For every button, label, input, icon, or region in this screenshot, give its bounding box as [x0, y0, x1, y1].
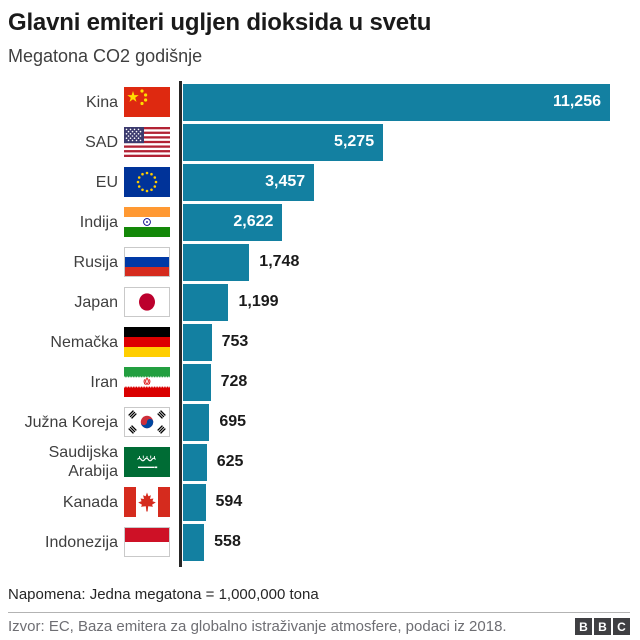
flag-india-icon — [124, 207, 170, 237]
bar-row-russia: Rusija 1,748 — [8, 242, 630, 282]
category-label: SAD — [85, 133, 118, 151]
flag-germany-icon — [124, 327, 170, 357]
flag-usa-icon — [124, 127, 170, 157]
category-label: Kina — [85, 93, 118, 111]
bar-row-india: Indija 2,622 — [8, 202, 630, 242]
y-axis-line — [179, 81, 182, 567]
category-label: Rusija — [73, 253, 118, 271]
value-label: 1,199 — [238, 293, 279, 310]
flag-china-icon — [124, 87, 170, 117]
bar: 594 — [183, 483, 242, 521]
value-label: 5,275 — [334, 133, 375, 150]
bar-chart: Kina 11,256 SAD 5,275 EU 3,457 Indija — [8, 81, 630, 567]
value-label: 558 — [214, 533, 241, 550]
value-label: 1,748 — [259, 253, 300, 270]
value-label: 695 — [219, 413, 247, 430]
bar-row-indonesia: Indonezija 558 — [8, 522, 630, 562]
bar: 1,199 — [183, 283, 279, 321]
bar-row-japan: Japan 1,199 — [8, 282, 630, 322]
chart-subtitle: Megatona CO2 godišnje — [8, 46, 203, 66]
bar: 728 — [183, 363, 247, 401]
value-label: 3,457 — [265, 173, 306, 190]
chart-note: Napomena: Jedna megatona = 1,000,000 ton… — [8, 586, 319, 603]
value-label: 728 — [220, 373, 248, 390]
category-label: Japan — [74, 293, 118, 311]
bar-row-iran: Iran 728 — [8, 362, 630, 402]
bar: 625 — [183, 443, 243, 481]
bbc-logo-letter: B — [594, 618, 611, 635]
bar: 558 — [183, 523, 241, 561]
bbc-logo-letter: B — [575, 618, 592, 635]
bbc-logo-letter: C — [613, 618, 630, 635]
value-label: 11,256 — [552, 93, 601, 110]
value-label: 594 — [215, 493, 243, 510]
bar: 2,622 — [183, 203, 283, 241]
bar-row-canada: Kanada 594 — [8, 482, 630, 522]
bar-row-saudi-arabia: Saudijska Arabija 625 — [8, 442, 630, 482]
page-title: Glavni emiteri ugljen dioksida u svetu — [8, 9, 432, 36]
flag-saudi-arabia-icon — [124, 447, 170, 477]
flag-south-korea-icon — [124, 407, 170, 437]
bar: 5,275 — [183, 123, 384, 161]
category-label: Saudijska Arabija — [48, 444, 118, 480]
bar: 695 — [183, 403, 246, 441]
footer: Izvor: EC, Baza emitera za globalno istr… — [8, 617, 630, 636]
bar: 3,457 — [183, 163, 315, 201]
category-label: Indija — [79, 213, 118, 231]
footer-divider — [8, 612, 630, 613]
bar: 1,748 — [183, 243, 299, 281]
bar: 11,256 — [183, 83, 610, 121]
bar-row-eu: EU 3,457 — [8, 162, 630, 202]
category-label: Indonezija — [45, 533, 118, 551]
value-label: 625 — [216, 453, 244, 470]
bar-row-germany: Nemačka 753 — [8, 322, 630, 362]
flag-eu-icon — [124, 167, 170, 197]
flag-indonesia-icon — [124, 527, 170, 557]
category-label: Iran — [90, 373, 118, 391]
value-label: 753 — [221, 333, 249, 350]
category-label: Kanada — [62, 493, 118, 511]
source-text: Izvor: EC, Baza emitera za globalno istr… — [8, 618, 507, 635]
flag-japan-icon — [124, 287, 170, 317]
bar: 753 — [183, 323, 248, 361]
bar-row-usa: SAD 5,275 — [8, 122, 630, 162]
flag-iran-icon — [124, 367, 170, 397]
value-label: 2,622 — [233, 213, 274, 230]
bar-row-china: Kina 11,256 — [8, 82, 630, 122]
flag-canada-icon — [124, 487, 170, 517]
bbc-logo: B B C — [575, 618, 630, 635]
category-label: EU — [95, 173, 118, 191]
flag-russia-icon — [124, 247, 170, 277]
bar-row-south-korea: Južna Koreja 695 — [8, 402, 630, 442]
category-label: Nemačka — [50, 333, 118, 351]
category-label: Južna Koreja — [24, 413, 118, 431]
